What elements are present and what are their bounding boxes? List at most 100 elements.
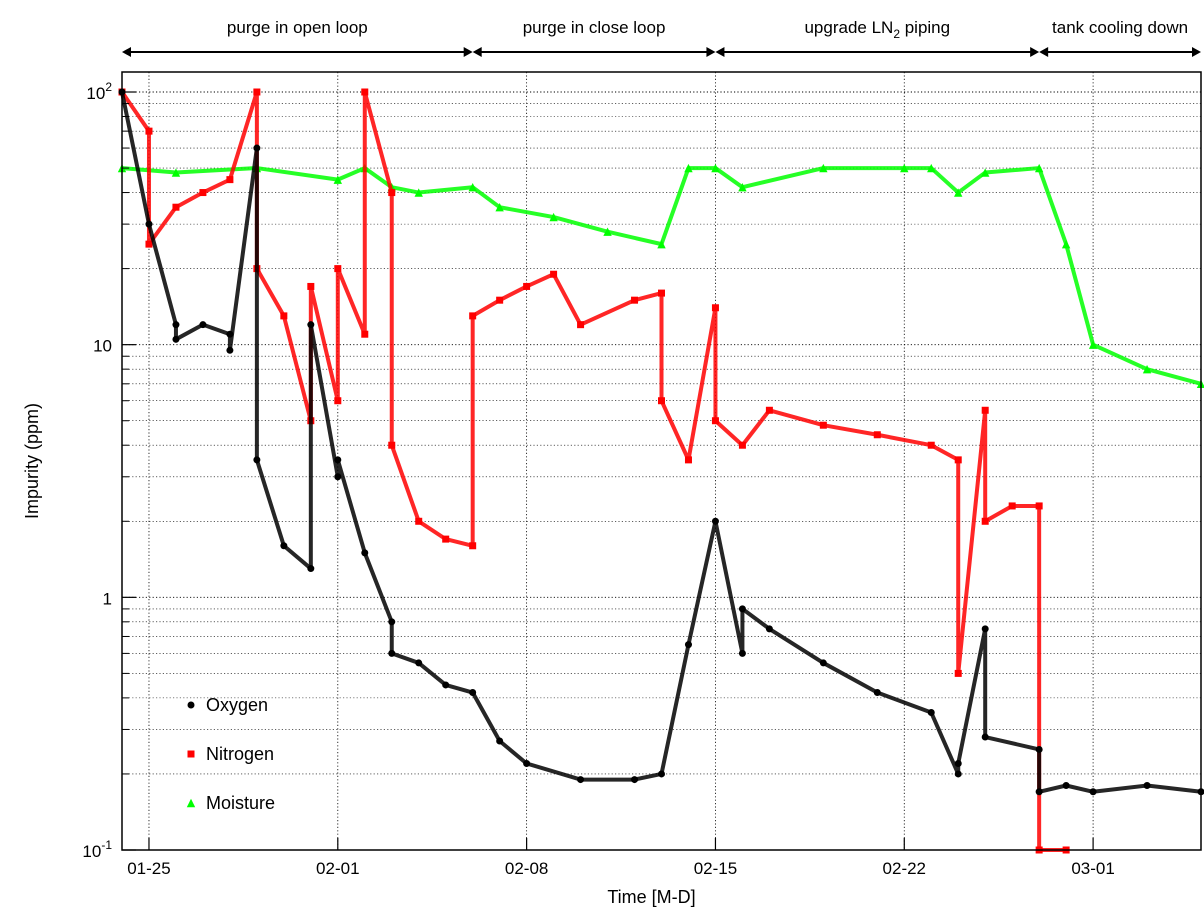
data-point [1143,782,1151,790]
data-point [1035,745,1043,753]
arrow-head-right [1192,47,1201,57]
data-point [415,517,423,525]
legend: Oxygen Nitrogen Moisture [186,695,275,813]
arrow-head-left [1039,47,1049,57]
data-point [334,265,342,273]
data-point [415,659,423,667]
data-point [873,431,881,439]
data-point [738,182,747,192]
data-point [981,168,990,177]
data-point [738,605,746,613]
data-point [1061,239,1071,249]
data-point [145,240,153,248]
data-point [253,456,261,464]
legend-swatch [187,701,195,709]
x-tick-label: 02-01 [316,859,359,878]
data-point [199,321,207,329]
phase-annotation: purge in open loop [122,18,473,57]
data-point [172,203,180,211]
phase-annotation: upgrade LN2 piping [715,18,1040,57]
data-point [711,163,720,173]
data-point [469,542,477,550]
plot-area [122,72,1201,850]
data-point [900,163,909,173]
phase-label: purge in open loop [227,18,368,37]
y-tick-label: 1 [103,589,112,608]
x-axis-title: Time [M-D] [607,887,695,907]
data-point [442,681,450,689]
legend-swatch [187,750,195,758]
data-point [1062,782,1070,790]
data-point [550,270,558,278]
x-tick-label: 03-01 [1071,859,1114,878]
x-tick-label: 02-08 [505,859,548,878]
arrow-head-left [472,47,482,57]
data-point [738,441,746,449]
data-point [819,421,827,429]
data-point [711,304,719,312]
data-point [495,203,504,212]
data-point [1008,502,1016,510]
data-point [873,689,881,697]
data-point [577,776,585,784]
data-point [765,625,773,633]
data-point [388,618,396,626]
data-point [388,189,396,197]
data-point [496,737,504,745]
phase-annotation: purge in close loop [472,18,716,57]
data-point [684,456,692,464]
data-point [334,473,342,481]
data-point [388,441,396,449]
y-tick-label: 102 [86,80,112,103]
data-point [603,227,612,236]
data-point [523,759,531,767]
data-point [307,321,315,329]
data-point [631,776,639,784]
data-point [711,417,719,425]
legend-item: Nitrogen [187,744,274,764]
phase-label: tank cooling down [1052,18,1188,37]
legend-label: Moisture [206,793,275,813]
data-point [981,517,989,525]
data-point [631,296,639,304]
y-axis-title: Impurity (ppm) [22,403,42,519]
data-point [658,397,665,405]
data-point [199,189,207,197]
legend-swatch [186,798,196,808]
data-point [1034,163,1044,173]
y-tick-label: 10 [93,337,112,356]
data-point [549,212,558,222]
data-point [927,163,936,173]
data-point [927,441,935,449]
series-trace [120,90,1067,852]
legend-item: Oxygen [187,695,268,715]
data-point [172,335,180,343]
phase-annotation: tank cooling down [1039,18,1201,57]
data-point [253,144,261,152]
data-point [307,282,315,290]
data-point [388,649,396,657]
phase-label: purge in close loop [523,18,666,37]
data-point [954,770,962,778]
arrow-head-left [715,47,725,57]
data-point [469,312,477,320]
data-point [1035,788,1043,796]
data-point [658,289,665,297]
data-point [577,321,585,329]
data-point [684,641,692,649]
data-point [145,220,153,228]
x-tick-label: 02-15 [694,859,737,878]
arrow-head-right [706,47,716,57]
data-point [280,312,288,320]
data-point [523,282,531,290]
data-point [226,176,234,184]
data-point [954,759,962,767]
series-oxygen [118,88,1204,796]
data-point [414,188,423,197]
y-tick-label: 10-1 [82,838,112,861]
data-point [684,163,693,173]
phase-label: upgrade LN2 piping [804,18,950,41]
data-point [765,406,773,414]
data-point [1035,502,1043,510]
